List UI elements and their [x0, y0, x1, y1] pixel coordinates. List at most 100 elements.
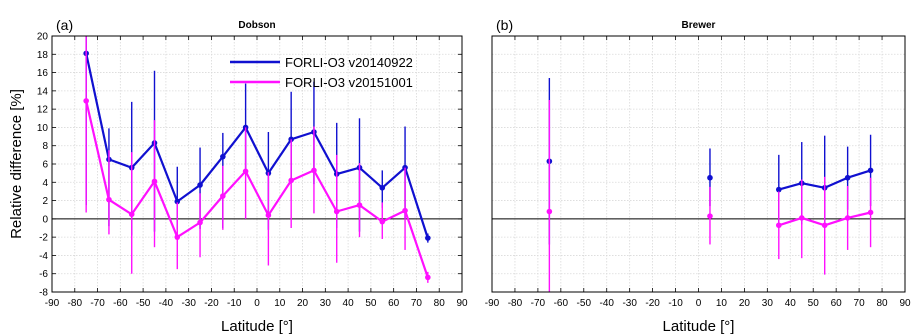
panel-1-y-tick-label: -2	[39, 233, 48, 244]
panel-2-x-axis-label: Latitude [°]	[663, 318, 735, 334]
panel-1-series-1-point	[174, 198, 181, 205]
panel-2-title: Brewer	[682, 20, 716, 31]
panel-1-x-tick-label: 60	[388, 298, 400, 309]
panel-1-x-tick-label: -50	[136, 298, 151, 309]
panel-2-series-2-point	[707, 213, 713, 219]
panel-1-series-2-point	[402, 207, 408, 214]
panel-2-x-tick-label: -40	[599, 298, 614, 309]
panel-1-panel-label: (a)	[56, 17, 73, 33]
panel-1-x-tick-label: -10	[227, 298, 242, 309]
panel-1-y-tick-label: 6	[42, 160, 48, 171]
panel-1-legend-label-1: FORLI-O3 v20140922	[285, 55, 413, 70]
panel-2-series-2-point	[546, 208, 553, 215]
panel-2-x-tick-label: 30	[762, 298, 774, 309]
panel-2-frame	[491, 35, 906, 293]
panel-2-x-tick-label: -20	[645, 298, 660, 309]
panel-1-series-2-point	[220, 193, 226, 199]
panel-1-series-2-point	[425, 274, 431, 281]
panel-1-x-tick-label: -40	[159, 298, 174, 309]
panel-1-series-2-point	[197, 219, 203, 226]
panel-1-x-tick-label: -30	[181, 298, 196, 309]
panel-2-x-tick-label: -50	[577, 298, 592, 309]
panel-1-x-tick-label: 20	[297, 298, 309, 309]
panel-2-x-tick-label: 90	[899, 298, 911, 309]
panel-2-x-tick-label: 20	[739, 298, 751, 309]
panel-1-y-tick-label: 14	[37, 86, 49, 97]
panel-1-series-2-point	[379, 218, 386, 225]
panel-1-legend-label-2: FORLI-O3 v20151001	[285, 75, 413, 90]
panel-1-series-2-point	[333, 208, 340, 215]
panel-1-series-1-point	[425, 235, 431, 241]
panel-1-x-tick-label: -20	[204, 298, 219, 309]
panel-2-x-tick-label: 80	[876, 298, 888, 309]
panel-1-x-tick-label: 30	[320, 298, 332, 309]
panel-1-x-tick-label: -70	[90, 298, 105, 309]
panel-1-x-tick-label: -60	[113, 298, 128, 309]
panel-2-panel-label: (b)	[496, 17, 513, 33]
panel-2-series-2-point	[798, 215, 805, 221]
panel-1-x-tick-label: 40	[343, 298, 355, 309]
panel-1-y-axis-label: Relative difference [%]	[8, 89, 25, 239]
panel-1-y-tick-label: 2	[42, 196, 48, 207]
panel-2-series-1-point	[707, 174, 713, 181]
panel-2-x-tick-label: -30	[622, 298, 637, 309]
panel-1-x-tick-label: 0	[254, 298, 260, 309]
panel-1-y-tick-label: 4	[42, 178, 48, 189]
panel-1-y-tick-label: 18	[37, 50, 49, 61]
panel-2-x-tick-label: 10	[716, 298, 728, 309]
panel-1-frame	[51, 35, 463, 293]
panel-1-y-tick-label: -6	[39, 269, 48, 280]
panel-1-series-1-point	[197, 182, 203, 188]
panel-2-x-tick-label: -90	[485, 298, 500, 309]
panel-1-series-2-point	[311, 167, 317, 174]
panel-1-series-1-line	[85, 53, 429, 239]
panel-1-y-tick-label: 8	[42, 141, 48, 152]
panel-1-x-tick-label: -80	[68, 298, 83, 309]
panel-2-series-1-point	[867, 167, 874, 174]
panel-1-series-2-point	[83, 98, 89, 104]
panel-1-x-tick-label: 50	[365, 298, 377, 309]
panel-1-x-tick-label: -90	[45, 298, 60, 309]
panel-1-y-tick-label: 0	[42, 214, 48, 225]
panel-1-x-axis-label: Latitude [°]	[221, 318, 293, 334]
panel-1-y-tick-label: 10	[37, 123, 49, 134]
panel-1-series-2-line	[85, 100, 429, 278]
panel-1-y-tick-label: 16	[37, 68, 49, 79]
panel-1-series-2-point	[356, 202, 363, 208]
panel-2-x-tick-label: 70	[854, 298, 866, 309]
panel-1-y-tick-label: -8	[39, 288, 48, 299]
panel-2-x-tick-label: -60	[554, 298, 569, 309]
panel-1-y-tick-label: 12	[37, 105, 49, 116]
panel-2-series-2-point	[821, 222, 828, 229]
panel-1-x-tick-label: 90	[456, 298, 468, 309]
panel-1-series-2-point	[151, 178, 158, 185]
panel-1-series-1-point	[379, 184, 386, 191]
panel-2-x-tick-label: -10	[668, 298, 683, 309]
panel-1-series-2-point	[265, 212, 272, 218]
panel-2-x-tick-label: -70	[531, 298, 546, 309]
panel-2-x-tick-label: 60	[831, 298, 843, 309]
panel-1-series-1-point	[220, 153, 226, 160]
panel-1-title: Dobson	[238, 20, 275, 31]
panel-1-series-2-point	[174, 234, 181, 240]
panel-1-y-tick-label: -4	[39, 251, 48, 262]
panel-2-x-tick-label: -80	[508, 298, 523, 309]
panel-1-x-tick-label: 80	[434, 298, 446, 309]
panel-1-x-tick-label: 70	[411, 298, 423, 309]
panel-1-series-2-point	[128, 211, 135, 218]
panel-1-series-2-point	[288, 177, 294, 184]
panel-1-x-tick-label: 10	[274, 298, 286, 309]
panel-2-series-1-point	[844, 174, 851, 181]
panel-2-x-tick-label: 0	[696, 298, 702, 309]
panel-2-series-2-point	[844, 215, 851, 221]
panel-1-series-2-point	[242, 168, 249, 175]
panel-1-y-tick-label: 20	[37, 32, 49, 43]
panel-2-series-2-point	[867, 209, 874, 216]
panel-2-series-1-point	[776, 186, 782, 193]
panel-2-x-tick-label: 40	[785, 298, 797, 309]
panel-1-series-2-point	[106, 196, 112, 203]
panel-2-x-tick-label: 50	[808, 298, 820, 309]
panel-2-series-2-point	[776, 222, 782, 229]
